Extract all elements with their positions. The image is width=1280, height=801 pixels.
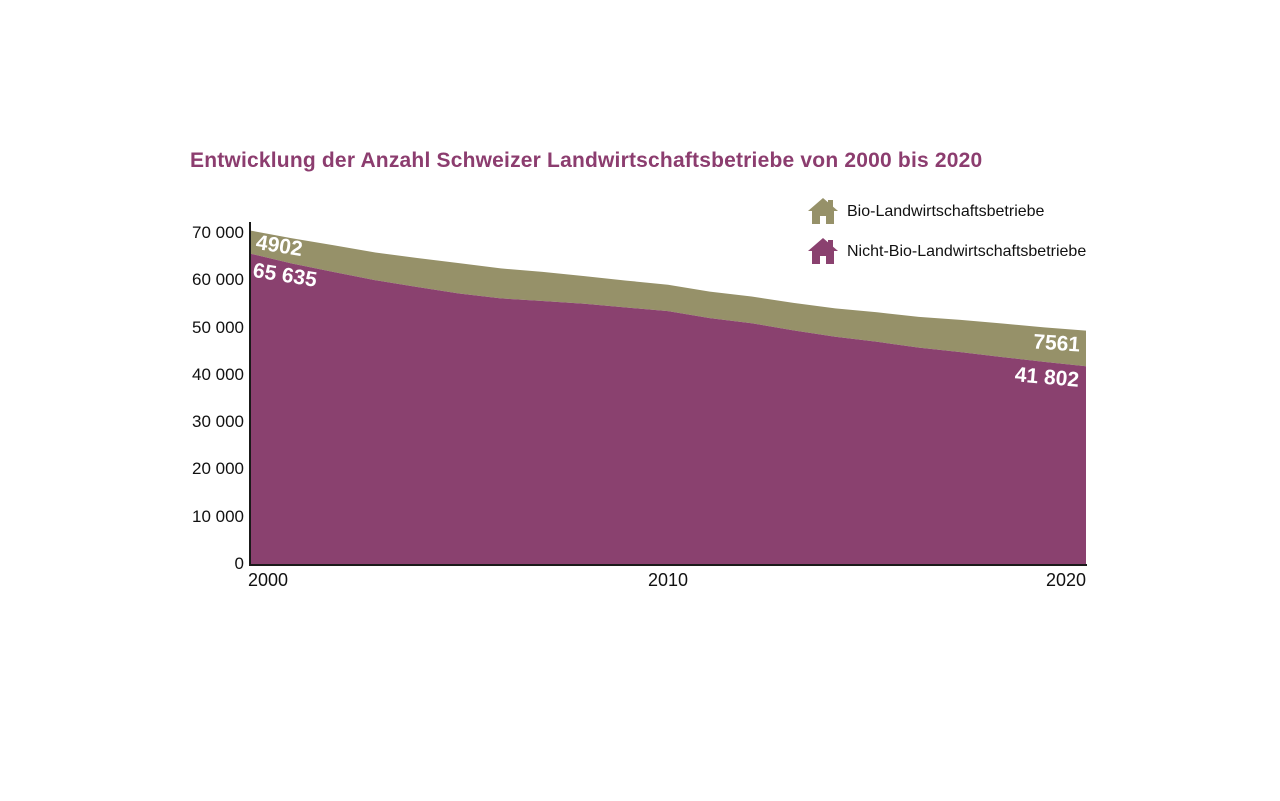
area-series-bio — [250, 230, 1086, 367]
y-axis-tick-label: 10 000 — [192, 506, 244, 526]
chart-title: Entwicklung der Anzahl Schweizer Landwir… — [190, 149, 983, 172]
legend-item-bio: Bio-Landwirtschaftsbetriebe — [808, 197, 1086, 226]
house-icon — [808, 198, 838, 224]
legend-item-nicht-bio: Nicht-Bio-Landwirtschaftsbetriebe — [808, 237, 1086, 266]
y-axis-tick-label: 50 000 — [192, 317, 244, 337]
x-axis-tick-label: 2000 — [248, 570, 289, 590]
house-icon — [808, 238, 838, 264]
y-axis-tick-label: 20 000 — [192, 459, 244, 479]
data-label-bio-2020: 7561 — [1032, 330, 1081, 357]
legend-label: Bio-Landwirtschaftsbetriebe — [847, 202, 1045, 220]
y-axis-tick-label: 0 — [234, 554, 244, 573]
x-axis-tick-label: 2010 — [647, 570, 689, 590]
y-axis-tick-label: 60 000 — [192, 270, 244, 290]
y-axis-tick-label: 40 000 — [192, 364, 244, 384]
x-axis-tick-label: 2020 — [1045, 570, 1086, 590]
y-axis-tick-label: 30 000 — [192, 412, 244, 432]
y-axis-tick-label: 70 000 — [192, 223, 244, 242]
area-series-nicht-bio — [250, 253, 1086, 564]
legend-label: Nicht-Bio-Landwirtschaftsbetriebe — [847, 242, 1087, 260]
chart-legend: Bio-Landwirtschaftsbetriebe Nicht-Bio-Lan… — [808, 197, 1086, 277]
